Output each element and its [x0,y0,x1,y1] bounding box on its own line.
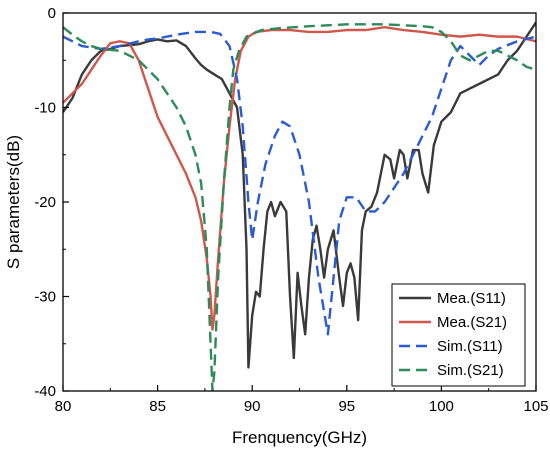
series-line-4 [63,23,536,391]
y-tick-label: -20 [34,194,56,211]
x-axis: 80 85 90 95 100 105 [55,385,549,415]
y-axis-title: S parameters(dB) [4,135,23,269]
y-axis: 0 -10 -20 -30 -40 [34,5,69,400]
x-tick-label: 105 [523,398,548,415]
series-line-3 [63,30,536,336]
x-tick-label: 100 [429,398,454,415]
x-tick-label: 85 [149,398,166,415]
legend-label-3: Sim.(S11) [437,338,503,355]
x-tick-label: 80 [55,398,72,415]
x-tick-label: 95 [338,398,355,415]
legend: Mea.(S11) Mea.(S21) Sim.(S11) Sim.(S21) [391,283,526,387]
y-tick-label: 0 [48,5,56,22]
legend-label-1: Mea.(S11) [437,290,506,307]
x-axis-title: Frenquency(GHz) [232,428,367,447]
y-tick-label: -30 [34,289,56,306]
x-tick-label: 90 [244,398,261,415]
series-layer [63,21,536,391]
legend-label-2: Mea.(S21) [437,314,507,331]
series-line-1 [63,21,536,369]
y-tick-label: -10 [34,100,56,117]
legend-box [391,283,526,387]
legend-label-4: Sim.(S21) [437,362,504,379]
y-tick-label: -40 [34,383,56,400]
